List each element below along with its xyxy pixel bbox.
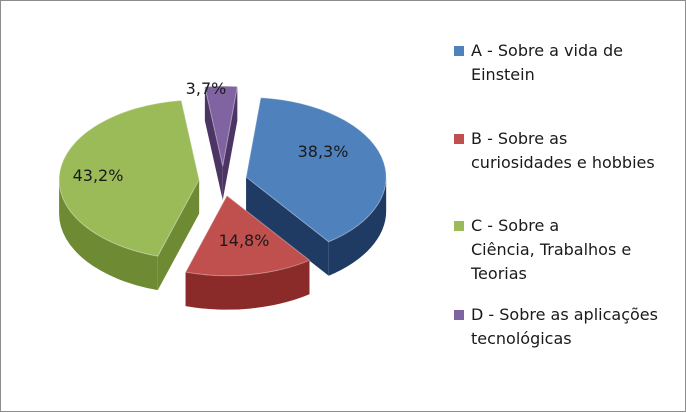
pie-slice-a xyxy=(245,97,387,276)
legend-swatch-b xyxy=(454,134,464,144)
slice-rim xyxy=(59,179,158,291)
slice-top xyxy=(58,99,200,257)
slice-wall xyxy=(204,86,223,201)
slice-wall xyxy=(246,177,329,276)
legend-label-a: A - Sobre a vida de Einstein xyxy=(471,41,623,84)
legend-label-d: D - Sobre as aplicações tecnológicas xyxy=(471,305,658,348)
pie-slice-b xyxy=(184,194,311,310)
slice-rim xyxy=(185,260,310,310)
slice-wall xyxy=(222,86,238,201)
legend-swatch-a xyxy=(454,46,464,56)
slice-top xyxy=(245,97,387,243)
legend-label-c: C - Sobre a Ciência, Trabalhos e Teorias xyxy=(471,216,632,283)
slice-top xyxy=(204,85,238,167)
pie-slice-c xyxy=(58,99,200,291)
legend-swatch-d xyxy=(454,310,464,320)
data-label-c: 43,2% xyxy=(73,166,124,185)
slice-wall xyxy=(157,179,200,291)
pie-slice-d xyxy=(204,85,238,201)
slice-rim xyxy=(328,177,387,276)
data-label-a: 38,3% xyxy=(298,142,349,161)
data-label-b: 14,8% xyxy=(219,231,270,250)
legend-label-b: B - Sobre as curiosidades e hobbies xyxy=(471,129,655,172)
slice-top xyxy=(184,194,311,277)
legend-swatch-c xyxy=(454,221,464,231)
data-label-d: 3,7% xyxy=(186,79,227,98)
